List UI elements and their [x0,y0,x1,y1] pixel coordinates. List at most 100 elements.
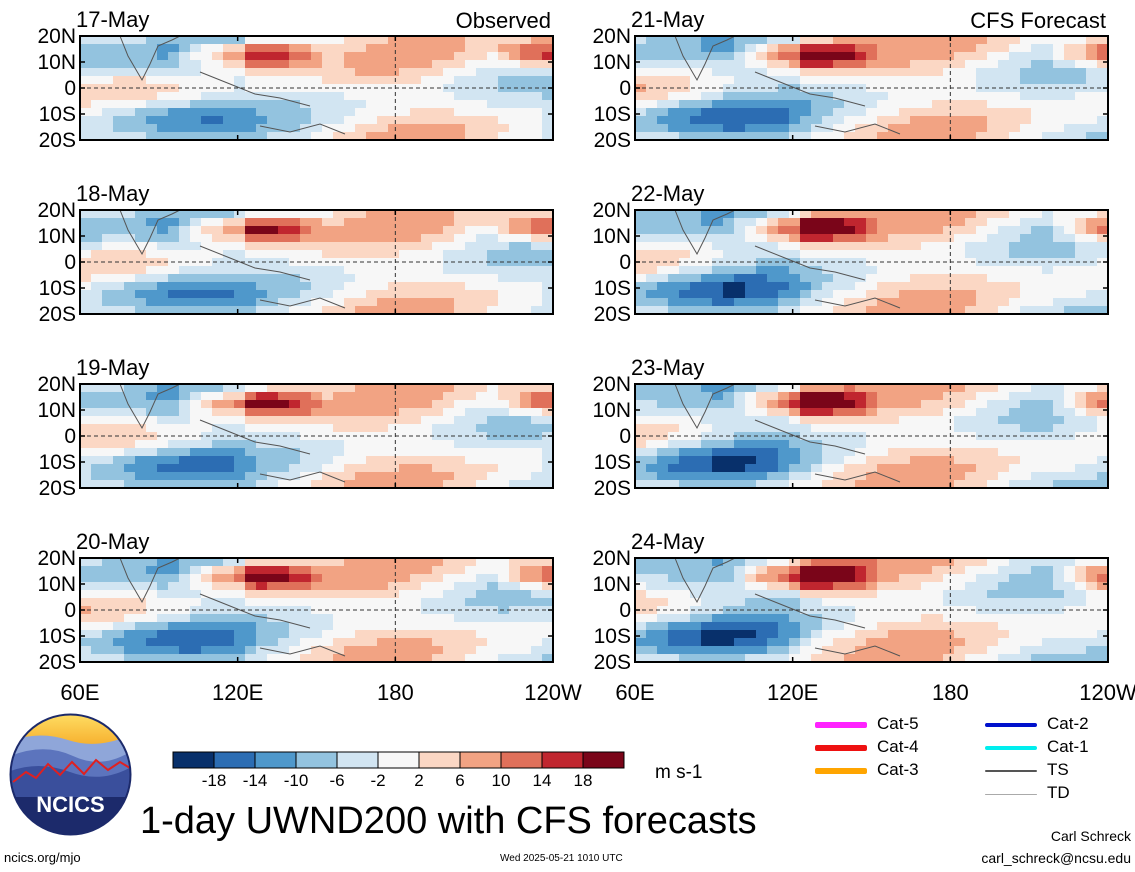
coastline [259,645,346,657]
coastline [259,471,346,483]
column-label-forecast: CFS Forecast [970,8,1106,33]
lat-tick-label: 10N [592,51,631,74]
lat-tick-label: 20S [594,303,631,326]
lat-tick-label: 10N [592,399,631,422]
storm-category-legend: Cat-5 Cat-4 Cat-3 Cat-2 Cat-1 TS TD [800,714,1130,810]
colorbar-label: 18 [574,771,593,788]
lat-tick-label: 10N [592,225,631,248]
coastline [814,471,901,483]
lat-tick-label: 10S [594,451,631,474]
lat-tick-label: 10S [594,103,631,126]
legend-line [985,746,1037,750]
legend-line [985,770,1037,772]
colorbar: -18 -14 -10 -6 -2 2 6 10 14 18 [172,751,625,788]
wind-field [635,384,1108,488]
lat-tick-label: 20S [594,651,631,674]
logo-text: NCICS [36,792,104,817]
colorbar-label: 14 [533,771,552,788]
lat-tick-label: 10N [37,51,76,74]
map-panels: 20N 10N 0 10S 20S 17-May Observed 20N 10N 0 10S 20S… [37,7,1135,705]
column-label-observed: Observed [456,8,551,33]
map-panel-22-May: 20N 10N 0 10S 20S 22-May [592,181,1109,326]
lat-tick-label: 0 [64,425,76,448]
lat-tick-label: 0 [619,77,631,100]
legend-line [815,745,867,751]
legend-label: TS [1047,760,1069,779]
lon-tick-label: 120E [767,680,818,705]
wind-field [635,210,1108,314]
legend-line [815,722,867,728]
colorbar-swatch [213,751,256,769]
legend-label: Cat-4 [877,737,919,756]
colorbar-swatch [295,751,338,769]
panel-date: 20-May [76,529,149,554]
wind-field [80,558,553,662]
lat-tick-label: 10N [37,399,76,422]
coastline [259,297,346,309]
colorbar-swatch [459,751,502,769]
lat-tick-label: 10S [39,625,76,648]
colorbar-swatch [582,751,625,769]
coastline [814,645,901,657]
lon-tick-label: 120W [524,680,582,705]
coastline [199,71,311,107]
lat-tick-label: 10S [594,625,631,648]
colorbar-label: 6 [455,771,464,788]
wind-field [80,36,553,140]
coastline [199,593,311,629]
coastline [119,210,181,256]
coastline [754,419,866,455]
lat-tick-label: 20N [592,199,631,222]
lat-tick-label: 10N [37,573,76,596]
ncics-logo: NCICS [9,713,132,836]
lat-tick-label: 20N [37,373,76,396]
map-panel-20-May: 20N 10N 0 10S 20S 20-May 60E 120E 180 120W [37,529,581,705]
map-panel-18-May: 20N 10N 0 10S 20S 18-May [37,181,554,326]
coastline [199,245,311,281]
lat-tick-label: 0 [64,77,76,100]
wind-field [80,384,553,488]
lat-tick-label: 10S [594,277,631,300]
legend-label: Cat-5 [877,714,919,733]
coastline [259,123,346,135]
lon-tick-label: 60E [60,680,99,705]
colorbar-label: 2 [414,771,423,788]
map-panel-24-May: 20N 10N 0 10S 20S 24-May 60E 120E 180 120W [592,529,1135,705]
colorbar-swatch [500,751,543,769]
lat-tick-label: 20N [592,25,631,48]
lat-tick-label: 10S [39,277,76,300]
colorbar-swatch [377,751,420,769]
lat-tick-label: 20N [592,547,631,570]
coastline [119,558,181,604]
coastline [674,558,736,604]
lat-tick-label: 20N [37,547,76,570]
legend-label: Cat-3 [877,760,919,779]
colorbar-label: -2 [370,771,385,788]
lat-tick-label: 10S [39,451,76,474]
panel-date: 22-May [631,181,704,206]
coastline [754,593,866,629]
lat-tick-label: 10N [37,225,76,248]
colorbar-label: -18 [202,771,227,788]
legend-label: Cat-1 [1047,737,1089,756]
lat-tick-label: 10S [39,103,76,126]
panel-date: 24-May [631,529,704,554]
panel-date: 18-May [76,181,149,206]
lon-tick-label: 180 [377,680,414,705]
map-panel-19-May: 20N 10N 0 10S 20S 19-May [37,355,554,500]
lat-tick-label: 20S [594,477,631,500]
coastline [674,210,736,256]
colorbar-swatch [336,751,379,769]
colorbar-label: -10 [284,771,309,788]
coastline [754,71,866,107]
legend-line [985,793,1037,795]
lat-tick-label: 20S [39,129,76,152]
coastline [754,245,866,281]
site-url: ncics.org/mjo [4,850,81,865]
panel-date: 19-May [76,355,149,380]
wind-field [80,210,553,314]
coastline [814,123,901,135]
legend-label: TD [1047,783,1070,802]
map-panel-23-May: 20N 10N 0 10S 20S 23-May [592,355,1109,500]
colorbar-label: 10 [492,771,511,788]
